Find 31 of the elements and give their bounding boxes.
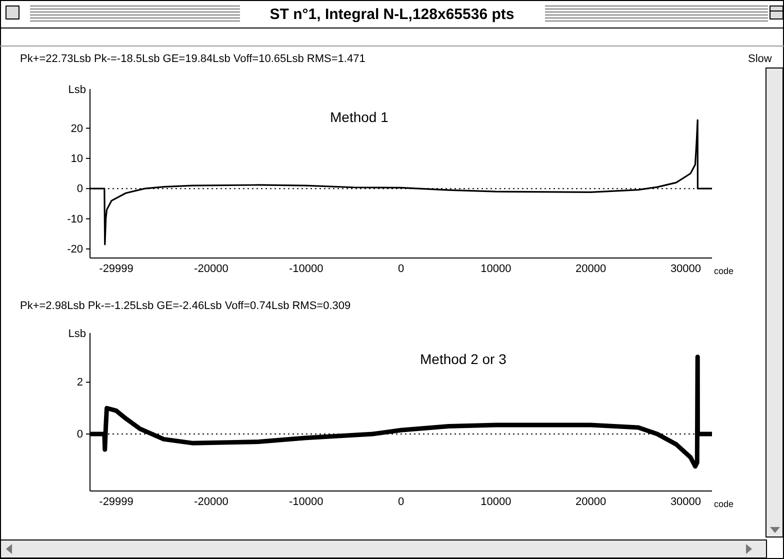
x-tick-label: 10000 [480, 496, 512, 508]
annotation: Method 2 or 3 [420, 351, 507, 367]
y-tick-label: 10 [70, 152, 83, 165]
x-tick-label: -10000 [288, 496, 324, 508]
x-tick-label: -20000 [194, 262, 228, 275]
x-tick-label: 0 [398, 262, 404, 275]
y-axis-title: Lsb [68, 84, 86, 96]
y-tick-label: 0 [76, 183, 83, 196]
x-tick-label: 10000 [480, 262, 512, 275]
x-tick-label: -29999 [99, 496, 134, 508]
chart-title: ST n°1, Integral N-L,128x65536 pts [270, 6, 514, 23]
x-tick-label: -20000 [194, 496, 228, 508]
x-tick-label: 20000 [576, 496, 606, 508]
x-tick-label: -10000 [288, 262, 324, 275]
x-tick-label: -29999 [99, 262, 134, 275]
chart-subtitle: Pk+=2.98Lsb Pk-=-1.25Lsb GE=-2.46Lsb Voff=0.74Lsb RMS=0.309 [20, 300, 351, 312]
x-axis-title: code [714, 266, 734, 276]
y-tick-label: -20 [67, 243, 83, 256]
x-tick-label: 30000 [670, 496, 702, 508]
y-tick-label: 2 [76, 376, 83, 389]
x-tick-label: 0 [398, 496, 404, 508]
x-axis-title: code [714, 499, 734, 509]
y-tick-label: 0 [76, 428, 83, 441]
annotation: Method 1 [330, 109, 389, 125]
chart-subtitle: Pk+=22.73Lsb Pk-=-18.5Lsb GE=19.84Lsb Voff=10.65Lsb RMS=1.471 [20, 53, 366, 65]
y-axis-title: Lsb [68, 328, 86, 340]
x-tick-label: 20000 [576, 262, 606, 275]
y-tick-label: -10 [67, 213, 83, 226]
x-tick-label: 30000 [670, 262, 702, 275]
text: Slow [748, 53, 772, 65]
y-tick-label: 20 [70, 122, 83, 135]
